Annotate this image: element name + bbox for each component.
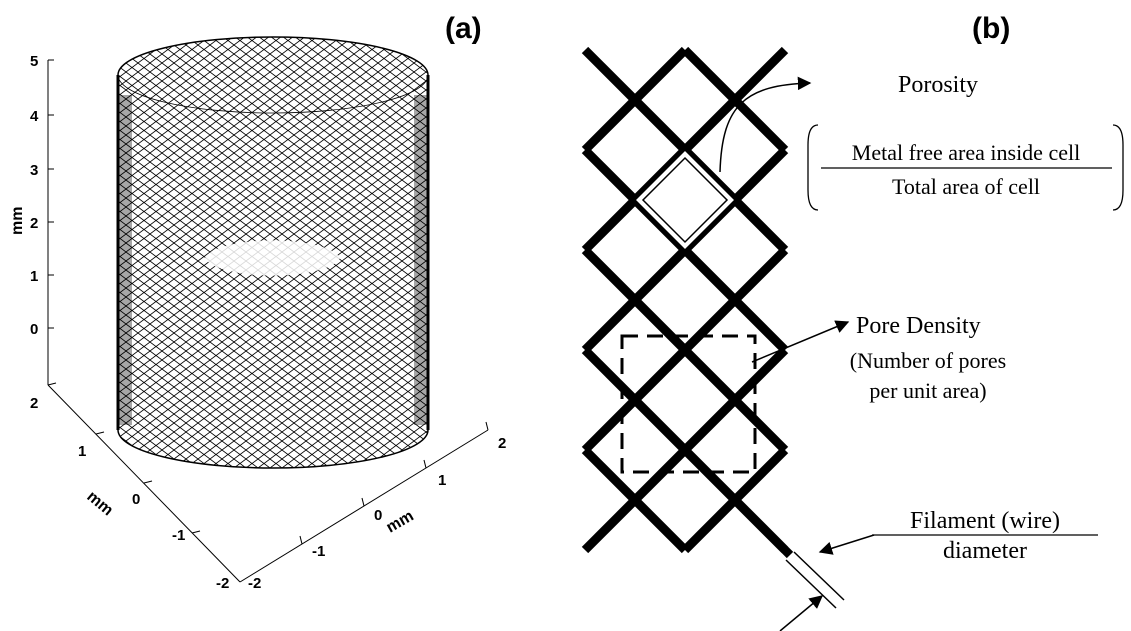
x-tick-m1: -1 (312, 543, 325, 560)
bracket-left (807, 124, 819, 211)
filament-arrow-top (818, 534, 875, 555)
panel-a-label: (a) (445, 12, 482, 45)
y-tick-2: 2 (30, 395, 38, 412)
bracket-right (1112, 124, 1124, 211)
z-tick-4: 4 (30, 108, 39, 125)
pore-density-title: Pore Density (856, 313, 981, 339)
porosity-arrow (719, 76, 812, 173)
y-tick-0: 0 (132, 491, 140, 508)
wire-extension (731, 496, 794, 559)
porosity-title: Porosity (898, 72, 978, 98)
y-axis-ticks: 2 1 0 -1 -2 (30, 382, 229, 592)
pore-density-line1: (Number of pores (850, 348, 1006, 373)
y-tick-1: 1 (78, 443, 86, 460)
x-axis-label: mm (384, 508, 417, 537)
filament-line2: diameter (943, 538, 1027, 564)
y-tick-m2: -2 (216, 575, 229, 592)
panel-a: (a) 5 4 3 2 1 0 mm 2 1 0 (9, 12, 506, 592)
x-tick-m2: -2 (248, 575, 261, 592)
x-tick-0: 0 (374, 507, 382, 524)
z-axis-label: mm (9, 207, 26, 235)
pore-density-area (620, 334, 757, 474)
wire-edge-2 (793, 551, 845, 601)
stent-cylinder (116, 36, 430, 469)
z-tick-1: 1 (30, 268, 38, 285)
z-axis-ticks: 5 4 3 2 1 0 (30, 53, 54, 338)
z-tick-3: 3 (30, 162, 38, 179)
x-tick-1: 1 (438, 472, 446, 489)
panel-b: (b) Porosi (581, 12, 1124, 631)
y-axis-label: mm (83, 488, 116, 519)
pore-density-arrow (751, 320, 850, 363)
x-axis-ticks: -2 -1 0 1 2 (248, 421, 506, 592)
porosity-numerator: Metal free area inside cell (852, 140, 1080, 165)
z-tick-2: 2 (30, 215, 38, 232)
filament-line1: Filament (wire) (910, 508, 1060, 534)
lattice-struts (581, 46, 789, 554)
z-tick-5: 5 (30, 53, 38, 70)
y-axis-line (47, 384, 241, 583)
z-tick-0: 0 (30, 321, 38, 338)
filament-arrow-bottom (779, 595, 824, 631)
wire-edge-1 (785, 559, 837, 609)
y-tick-m1: -1 (172, 527, 185, 544)
porosity-cell (633, 148, 737, 252)
x-tick-2: 2 (498, 435, 506, 452)
pore-density-line2: per unit area) (869, 378, 986, 403)
panel-b-label: (b) (972, 12, 1010, 45)
porosity-denominator: Total area of cell (892, 174, 1040, 199)
